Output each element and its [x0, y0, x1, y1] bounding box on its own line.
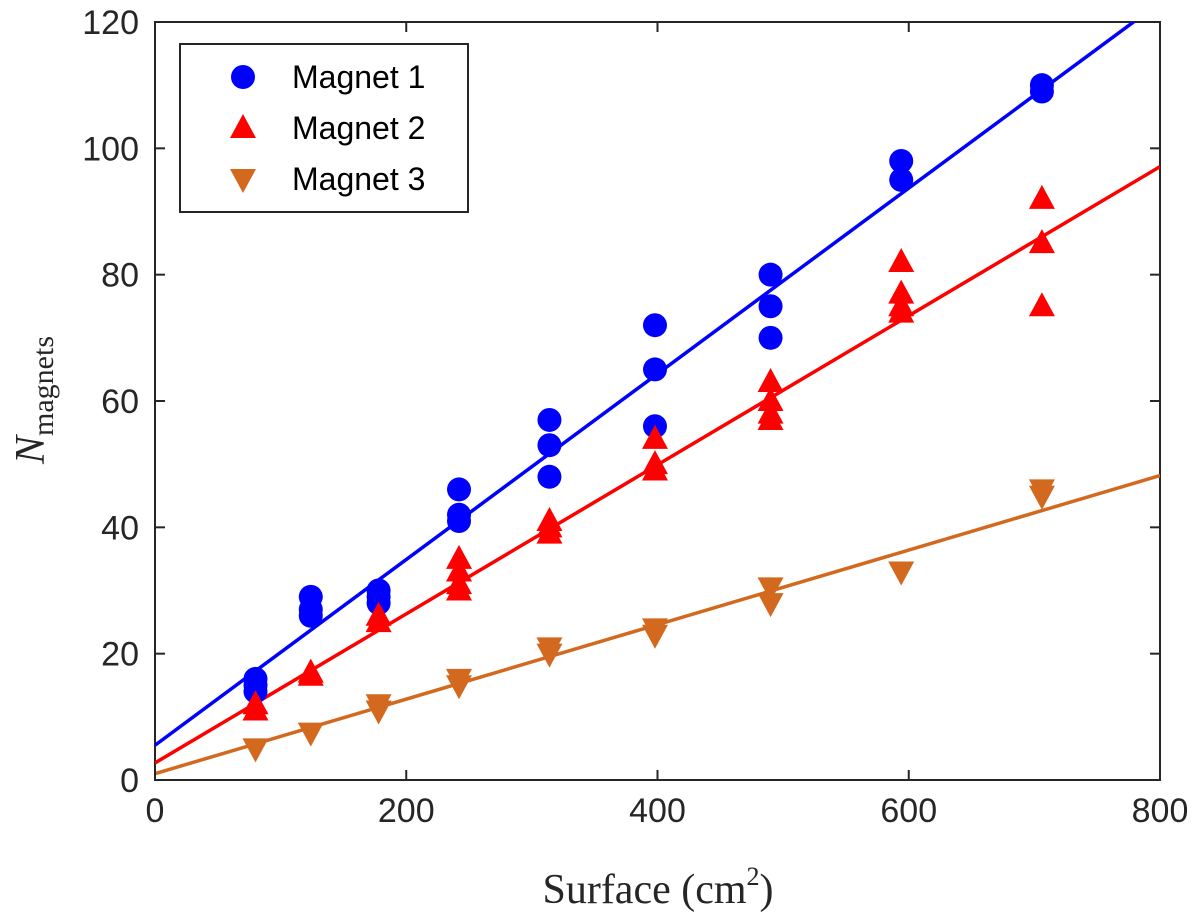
y-tick-label: 40	[101, 509, 139, 547]
y-tick-label: 80	[101, 257, 139, 295]
series-1-point	[1029, 73, 1054, 98]
y-tick-label: 0	[120, 762, 139, 800]
series-2-point	[242, 696, 269, 721]
x-tick-label: 800	[1132, 792, 1189, 830]
series-3-point	[757, 593, 784, 618]
y-axis-title-subscript: magnets	[27, 336, 60, 436]
series-1-point	[758, 325, 783, 350]
series-2-point	[757, 368, 784, 393]
series-1-point	[889, 148, 914, 173]
series-2-point	[888, 248, 915, 273]
x-tick-label: 200	[378, 792, 435, 830]
legend-marker-1	[231, 65, 255, 89]
series-2-point	[1028, 292, 1055, 317]
series-3-point	[536, 637, 563, 662]
x-axis-title-superscript: 2	[747, 862, 760, 891]
y-tick-label: 20	[101, 636, 139, 674]
series-1-point	[243, 666, 268, 691]
legend-label-2: Magnet 2	[292, 110, 425, 146]
axis-ticks: 0 200 400 600 800 0 20 40 60 80 100 120	[82, 4, 1188, 830]
series-2-point	[1028, 229, 1055, 254]
series-3-point	[446, 668, 473, 693]
series-1-point	[537, 464, 562, 489]
series-2-point	[446, 557, 473, 582]
y-tick-label: 120	[82, 4, 139, 42]
y-tick-label: 100	[82, 130, 139, 168]
x-tick-label: 0	[146, 792, 165, 830]
series-2-point	[446, 570, 473, 595]
series-1-point	[889, 167, 914, 192]
series-3-point	[365, 694, 392, 719]
legend-marker-3	[230, 169, 256, 193]
series-2-point	[446, 544, 473, 569]
series-1-point	[366, 578, 391, 603]
x-axis-title-text: Surface (cm	[542, 867, 746, 913]
y-axis-title: Nmagnets	[8, 336, 60, 465]
series-2-point	[536, 507, 563, 532]
legend-label-1: Magnet 1	[292, 59, 425, 95]
series-3-point	[641, 618, 668, 643]
series-2-point	[757, 387, 784, 411]
series-1-point	[758, 262, 783, 287]
series-3-point	[242, 738, 269, 763]
series-1-point	[447, 477, 472, 502]
series-2-point	[641, 424, 668, 449]
series-1-point	[537, 407, 562, 432]
series-1-point	[758, 294, 783, 319]
x-tick-label: 400	[629, 792, 686, 830]
x-axis-title-close: )	[760, 867, 774, 913]
series-1-point	[447, 502, 472, 527]
y-axis-title-symbol: N	[8, 434, 54, 465]
x-tick-label: 600	[880, 792, 937, 830]
series-2-point	[757, 399, 784, 424]
series-2-point	[365, 608, 392, 633]
series-3-point	[297, 722, 324, 747]
legend: Magnet 1 Magnet 2 Magnet 3	[179, 43, 469, 213]
x-axis-title: Surface (cm2)	[542, 862, 773, 913]
y-tick-label: 60	[101, 383, 139, 421]
legend-marker-2	[230, 114, 256, 138]
series-3-point	[757, 577, 784, 602]
legend-box	[179, 43, 469, 213]
data-markers	[242, 73, 1055, 763]
series-1-point	[642, 357, 667, 382]
legend-label-3: Magnet 3	[292, 161, 425, 197]
series-1-point	[537, 433, 562, 458]
series-3-point	[888, 561, 915, 586]
series-2-point	[297, 661, 324, 686]
series-3-point	[1028, 479, 1055, 504]
series-2-point	[888, 292, 915, 317]
series-2-point	[1028, 184, 1055, 209]
series-2-point	[888, 279, 915, 304]
series-1-point	[298, 584, 323, 609]
series-1-point	[642, 313, 667, 338]
series-2-point	[641, 450, 668, 475]
